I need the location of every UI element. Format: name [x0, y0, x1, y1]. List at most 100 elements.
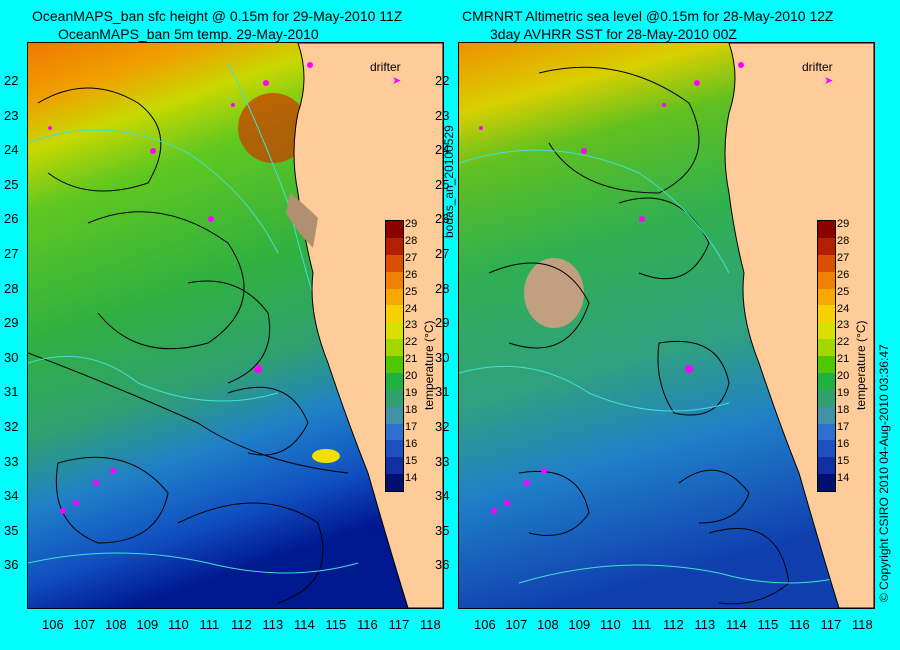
- cloud-mask: [524, 258, 584, 328]
- longitude-label: 115: [757, 617, 779, 632]
- colorbar-swatch: [818, 288, 835, 306]
- latitude-label: 36: [435, 557, 450, 573]
- colorbar-swatch: [386, 237, 403, 255]
- drifter-legend-label: drifter: [802, 60, 833, 74]
- longitude-label: 110: [168, 617, 189, 632]
- colorbar-swatch: [818, 423, 835, 441]
- longitude-label: 108: [537, 617, 559, 632]
- land-detail: [286, 193, 318, 248]
- colorbar-tick: 22: [405, 336, 418, 349]
- colorbar-tick: 21: [837, 353, 850, 366]
- latitude-label: 24: [435, 142, 450, 158]
- latitude-label: 22: [4, 73, 19, 88]
- latitude-label: 23: [4, 107, 19, 123]
- longitude-label: 106: [474, 617, 496, 632]
- colorbar-swatch: [818, 322, 835, 340]
- latitude-label: 33: [435, 453, 450, 469]
- latitude-label: 22: [435, 73, 450, 88]
- latitude-label: 31: [4, 384, 19, 400]
- latitude-label: 26: [435, 211, 450, 227]
- longitude-label: 114: [726, 617, 747, 632]
- colorbar-swatch: [818, 356, 835, 373]
- colorbar-tick: 18: [405, 403, 418, 416]
- latitude-label: 34: [435, 488, 450, 504]
- colorbar-tick: 27: [837, 251, 850, 264]
- left-map-svg: [28, 43, 443, 608]
- colorbar-tick: 28: [837, 234, 850, 247]
- longitude-label: 108: [105, 617, 127, 632]
- latitude-label: 26: [4, 211, 19, 227]
- longitude-label: 111: [631, 617, 652, 632]
- colorbar-tick: 25: [837, 285, 850, 298]
- longitude-label: 114: [294, 617, 315, 632]
- colorbar-tick: 16: [837, 437, 850, 450]
- longitude-label: 112: [663, 617, 684, 632]
- longitude-label: 111: [199, 617, 220, 632]
- colorbar-swatch: [386, 271, 403, 289]
- colorbar-tick: 14: [405, 471, 418, 484]
- longitude-label: 110: [600, 617, 621, 632]
- colorbar-swatch: [818, 221, 835, 238]
- colorbar-tick: 19: [405, 387, 418, 399]
- colorbar-swatch: [386, 457, 403, 475]
- colorbar-tick: 15: [837, 454, 850, 467]
- latitude-label: 27: [4, 246, 19, 261]
- colorbar-swatch: [386, 406, 403, 424]
- right-title-line2: 3day AVHRR SST for 28-May-2010 00Z: [490, 26, 737, 42]
- sea-level-contours: [28, 87, 349, 604]
- colorbar-swatch: [818, 440, 835, 458]
- colorbar-tick: 23: [837, 319, 850, 332]
- colorbar-swatch: [818, 339, 835, 356]
- sea-level-contours: [488, 66, 790, 605]
- colorbar-swatch: [386, 356, 403, 373]
- colorbar-swatch: [386, 339, 403, 356]
- colorbar-swatch: [818, 457, 835, 475]
- longitude-label: 115: [325, 617, 347, 632]
- latitude-label: 32: [4, 419, 19, 434]
- latitude-label: 28: [4, 280, 19, 296]
- longitude-label: 117: [820, 617, 842, 632]
- colorbar-swatch: [818, 237, 835, 255]
- colorbar-tick: 22: [837, 336, 850, 349]
- colorbar-tick: 28: [405, 234, 418, 247]
- latitude-label: 29: [435, 315, 450, 331]
- colorbar-tick: 25: [405, 285, 418, 298]
- left-title-line1: OceanMAPS_ban sfc height @ 0.15m for 29-…: [32, 8, 403, 24]
- colorbar-tick: 18: [837, 403, 850, 416]
- colorbar-swatch: [386, 305, 403, 323]
- longitude-label: 112: [231, 617, 252, 632]
- latitude-label: 23: [435, 107, 450, 123]
- colorbar-tick: 19: [837, 387, 850, 399]
- colorbar-tick: 29: [837, 218, 850, 230]
- left-map-panel: [27, 42, 444, 609]
- latitude-label: 25: [4, 176, 19, 192]
- colorbar-tick: 27: [405, 251, 418, 264]
- colorbar-swatch: [818, 254, 835, 272]
- drifter-legend-icon: ➤: [392, 75, 402, 87]
- colorbar-swatch: [818, 389, 835, 407]
- longitude-label: 118: [420, 617, 441, 632]
- longitude-label: 116: [357, 617, 378, 632]
- left-colorbar: [385, 220, 404, 492]
- land: [293, 43, 443, 608]
- colorbar-swatch: [818, 474, 835, 491]
- latitude-label: 36: [4, 557, 19, 573]
- colorbar-tick: 24: [837, 302, 850, 315]
- longitude-label: 106: [42, 617, 64, 632]
- left-title-line2: OceanMAPS_ban 5m temp. 29-May-2010: [58, 26, 319, 42]
- colorbar-tick: 21: [405, 353, 418, 366]
- longitude-label: 113: [262, 617, 284, 632]
- land: [724, 43, 874, 608]
- latitude-label: 27: [435, 246, 450, 261]
- colorbar-swatch: [386, 254, 403, 272]
- longitude-label: 107: [505, 617, 528, 632]
- right-colorbar: [817, 220, 836, 492]
- left-colorbar-label: temperature (°C): [422, 320, 436, 411]
- colorbar-tick: 17: [405, 420, 418, 433]
- colorbar-tick: 23: [405, 319, 418, 332]
- longitude-label: 113: [694, 617, 716, 632]
- latitude-label: 28: [435, 280, 450, 296]
- colorbar-tick: 20: [837, 370, 850, 383]
- longitude-label: 107: [73, 617, 96, 632]
- colorbar-swatch: [386, 288, 403, 306]
